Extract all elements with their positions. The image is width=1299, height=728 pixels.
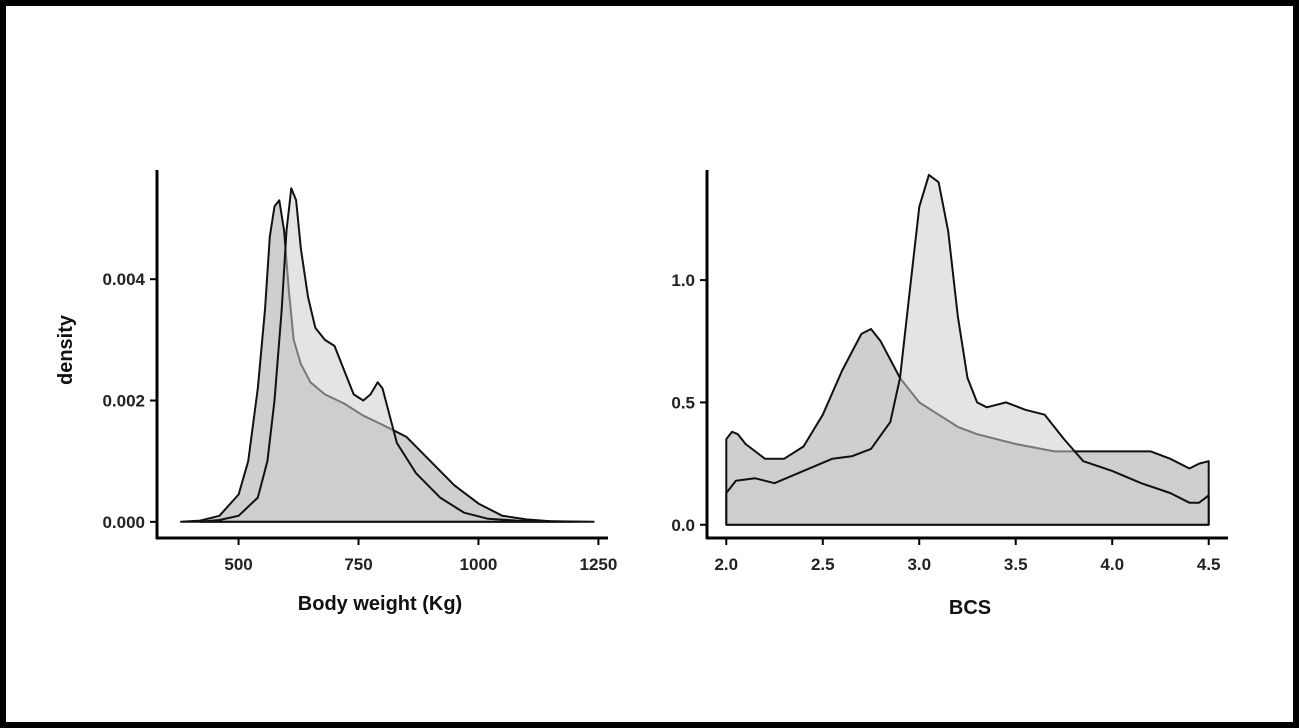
y-tick-label: 0.002: [102, 392, 145, 411]
y-tick-label: 0.000: [102, 513, 145, 532]
y-axis-title: density: [55, 314, 77, 385]
y-tick-label: 0.5: [671, 393, 695, 412]
density-plot-bcs: 2.0 2.5 3.0 3.5 4.0 4.5 0.0 0.5 1.0 BCS: [671, 170, 1228, 619]
x-axis-title: Body weight (Kg): [298, 593, 462, 615]
x-tick-label: 500: [224, 555, 252, 574]
x-tick-label: 1000: [460, 555, 498, 574]
y-tick-label: 1.0: [671, 271, 695, 290]
y-tick-label: 0.0: [671, 516, 695, 535]
x-tick-label: 3.0: [907, 555, 931, 574]
x-tick-label: 2.5: [811, 555, 835, 574]
y-tick-label: 0.004: [102, 270, 145, 289]
x-tick-label: 750: [344, 555, 372, 574]
x-tick-label: 4.5: [1197, 555, 1221, 574]
x-tick-label: 1250: [579, 555, 617, 574]
density-series-2: [199, 187, 595, 523]
density-plot-body-weight: 500 750 1000 1250 0.000 0.002 0.004 Body weight…: [55, 170, 617, 615]
x-tick-label: 4.0: [1100, 555, 1124, 574]
density-series-2: [725, 173, 1210, 526]
x-axis-title: BCS: [949, 597, 991, 619]
x-tick-label: 2.0: [714, 555, 738, 574]
x-tick-label: 3.5: [1004, 555, 1028, 574]
